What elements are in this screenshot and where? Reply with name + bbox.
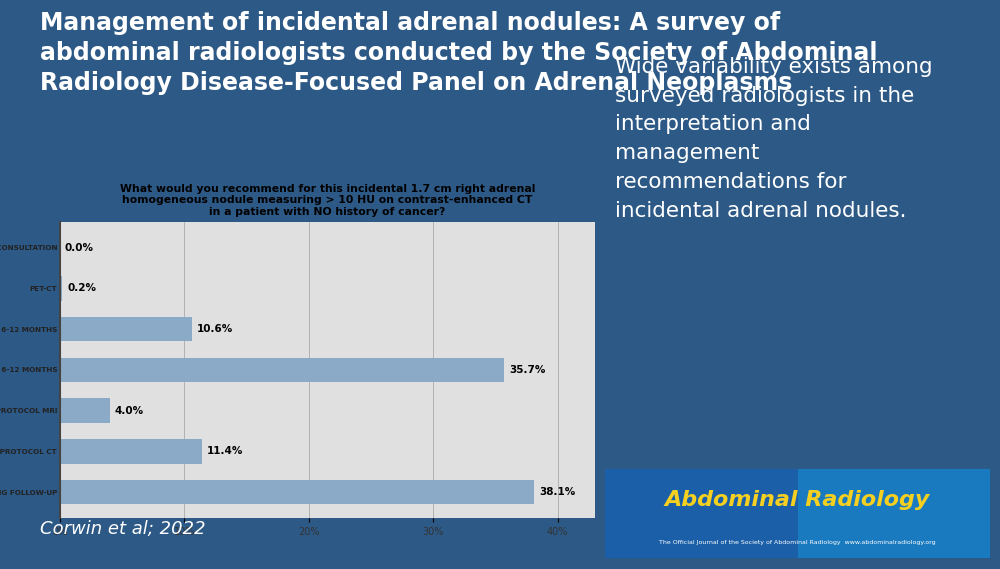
Text: 0.0%: 0.0%	[65, 242, 94, 253]
Text: 38.1%: 38.1%	[539, 487, 575, 497]
Bar	[60, 317, 192, 341]
Text: Wide variability exists among
surveyed radiologists in the
interpretation and
ma: Wide variability exists among surveyed r…	[615, 57, 933, 221]
Title: What would you recommend for this incidental 1.7 cm right adrenal
homogeneous no: What would you recommend for this incide…	[120, 184, 535, 217]
Text: 4.0%: 4.0%	[115, 406, 144, 415]
Bar	[60, 439, 202, 464]
Bar	[60, 276, 62, 300]
Bar	[60, 358, 504, 382]
FancyBboxPatch shape	[798, 469, 990, 558]
Bar	[60, 480, 534, 504]
Text: The Official Journal of the Society of Abdominal Radiology  www.abdominalradiolo: The Official Journal of the Society of A…	[659, 540, 936, 545]
Text: 0.2%: 0.2%	[67, 283, 96, 294]
Text: Abdominal Radiology: Abdominal Radiology	[665, 490, 930, 510]
Text: 11.4%: 11.4%	[207, 446, 243, 456]
Text: 35.7%: 35.7%	[509, 365, 546, 375]
Text: 10.6%: 10.6%	[197, 324, 233, 334]
FancyBboxPatch shape	[605, 469, 798, 558]
Bar	[60, 398, 110, 423]
Text: Management of incidental adrenal nodules: A survey of
abdominal radiologists con: Management of incidental adrenal nodules…	[40, 11, 878, 95]
Text: Corwin et al; 2022: Corwin et al; 2022	[40, 520, 206, 538]
